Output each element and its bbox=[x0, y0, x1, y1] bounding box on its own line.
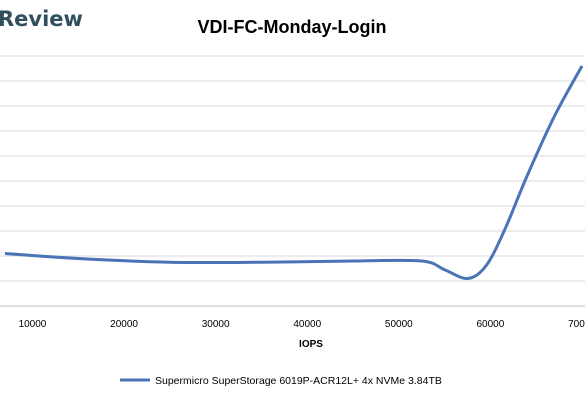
brand-logo: Review bbox=[0, 7, 83, 31]
series-layer bbox=[4, 65, 584, 281]
x-tick-label: 10000 bbox=[19, 319, 47, 330]
x-tick-label: 40000 bbox=[293, 319, 321, 330]
x-tick-label: 70000 bbox=[568, 319, 585, 330]
legend: Supermicro SuperStorage 6019P-ACR12L+ 4x… bbox=[120, 375, 442, 387]
x-tick-label: 20000 bbox=[110, 319, 138, 330]
legend-label: Supermicro SuperStorage 6019P-ACR12L+ 4x… bbox=[155, 375, 442, 387]
x-axis-label: IOPS bbox=[299, 339, 323, 350]
x-tick-label: 60000 bbox=[477, 319, 505, 330]
gridlines bbox=[0, 55, 585, 307]
x-tick-label: 50000 bbox=[385, 319, 413, 330]
x-tick-labels: 10000 20000 30000 40000 50000 60000 70000 bbox=[19, 319, 585, 330]
series-line-0 bbox=[4, 65, 584, 281]
x-tick-label: 30000 bbox=[202, 319, 230, 330]
chart-title: VDI-FC-Monday-Login bbox=[198, 17, 387, 37]
